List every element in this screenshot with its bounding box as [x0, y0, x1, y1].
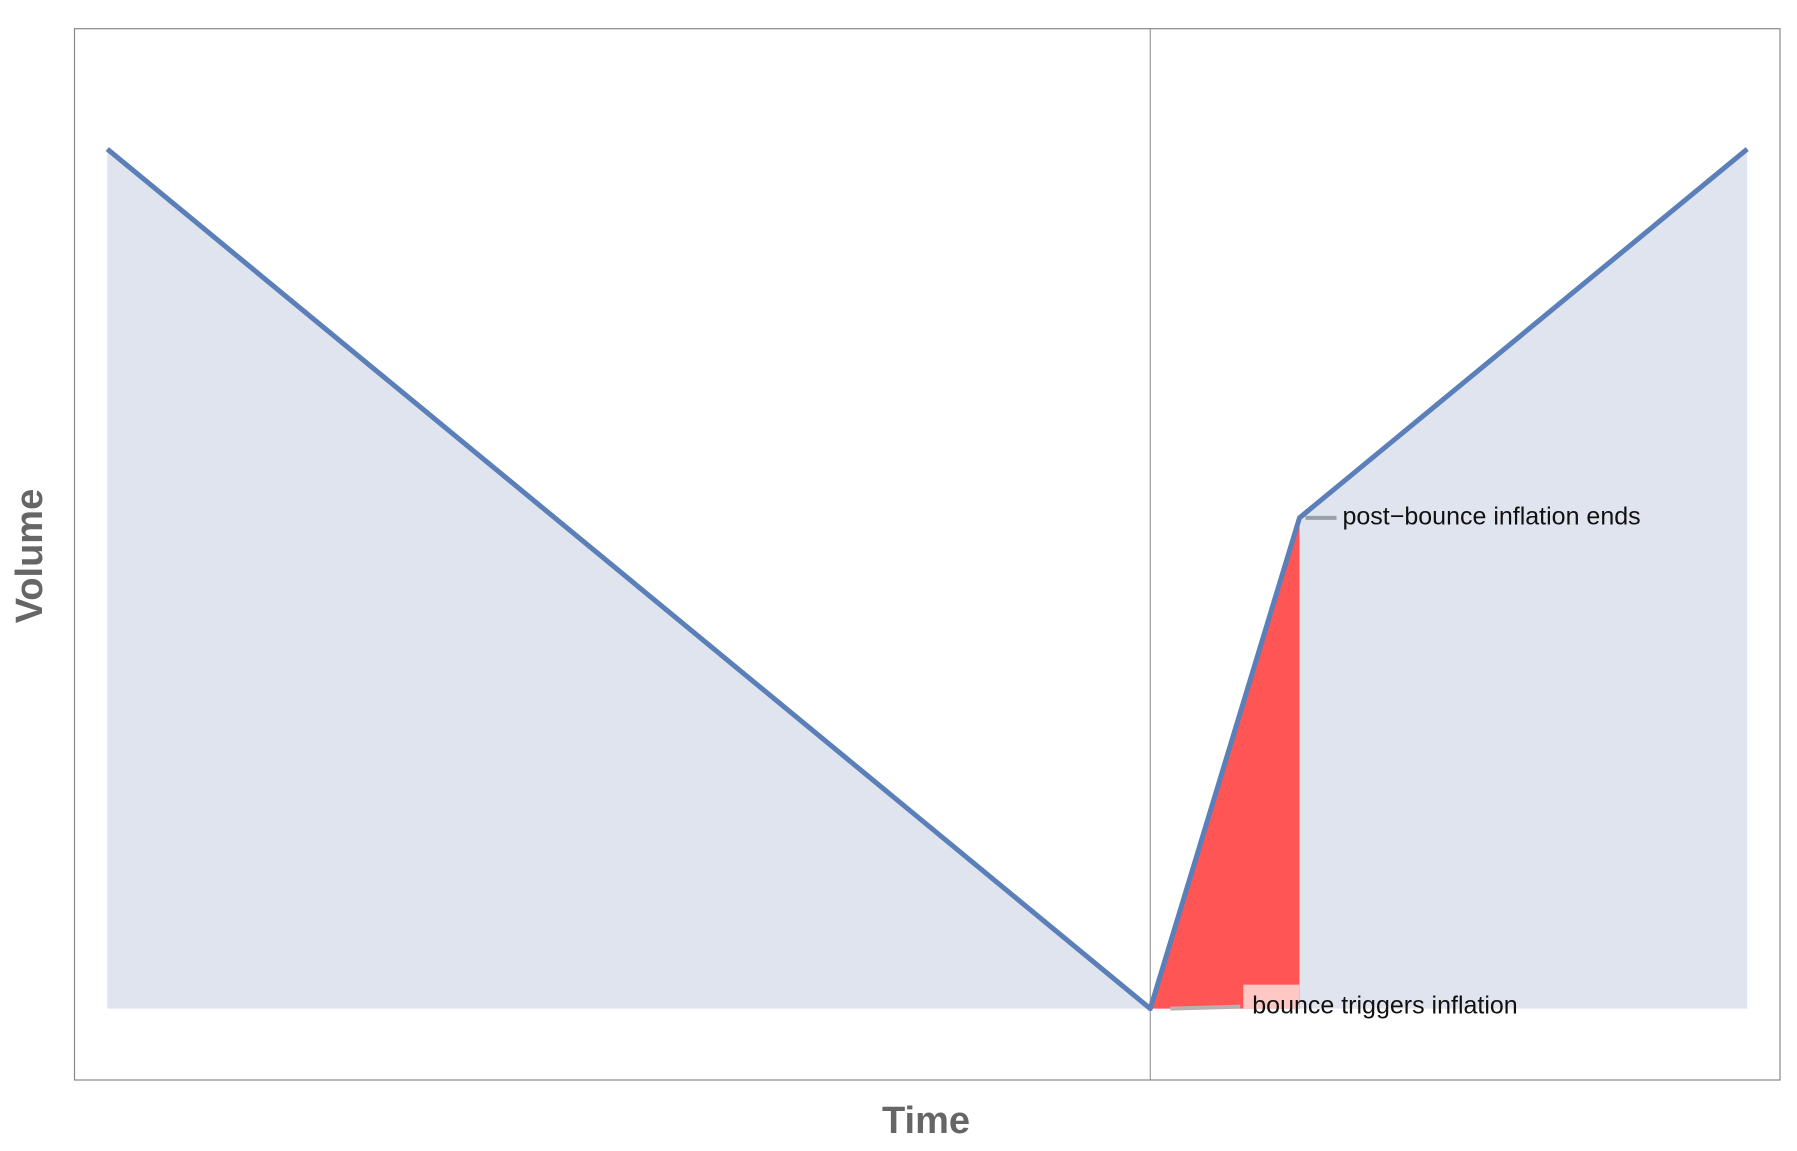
y-axis-title: Volume	[9, 489, 51, 623]
annotation-bg	[1243, 984, 1300, 1009]
plot-frame	[73, 28, 1781, 1081]
line	[105, 147, 1749, 1012]
annotation-label: bounce triggers inflation	[1252, 991, 1517, 1019]
annotation-label: post−bounce inflation ends	[1343, 502, 1641, 530]
x-axis-title: Time	[882, 1100, 970, 1142]
annotation-leader	[1170, 1004, 1241, 1011]
area	[107, 149, 1748, 1009]
